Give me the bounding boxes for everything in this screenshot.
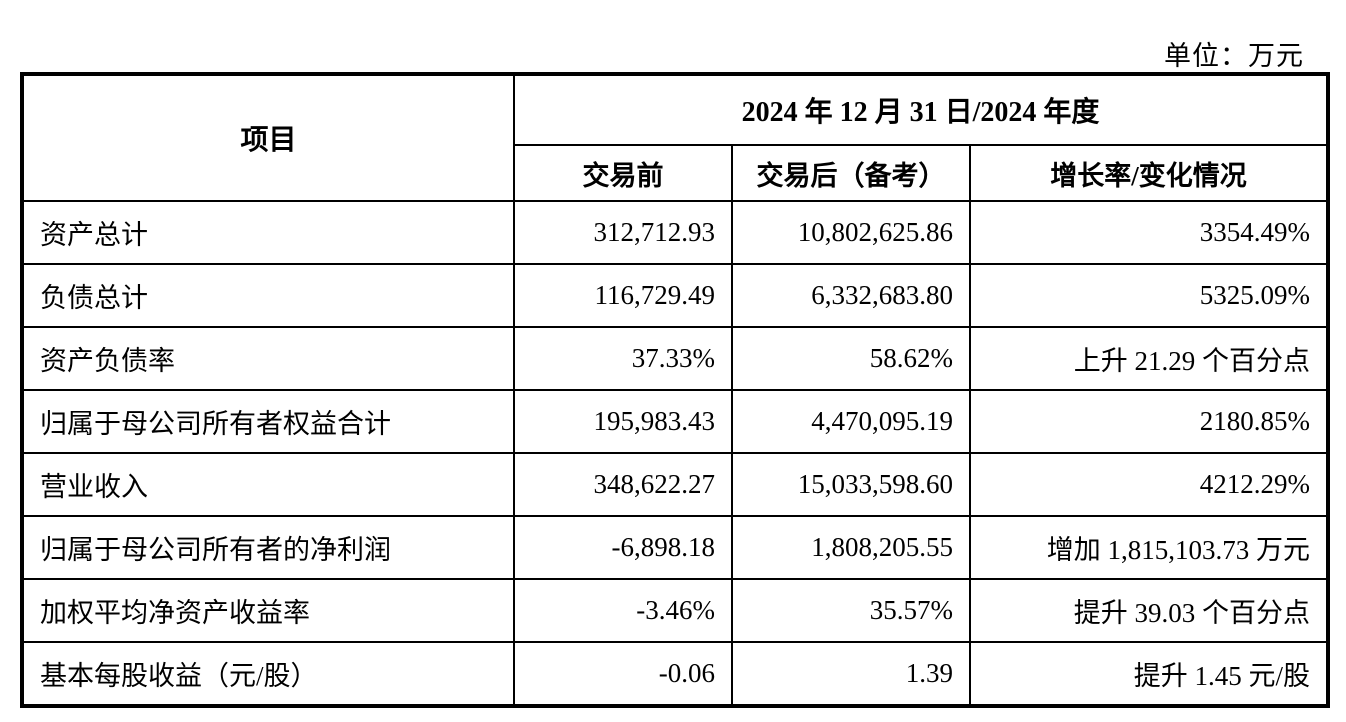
financial-comparison-table: 项目 2024 年 12 月 31 日/2024 年度 交易前 交易后（备考） … bbox=[20, 72, 1330, 708]
item-name-cell: 营业收入 bbox=[21, 452, 515, 517]
after-value-cell: 35.57% bbox=[731, 578, 971, 643]
change-value-cell: 5325.09% bbox=[969, 263, 1329, 328]
table-row: 归属于母公司所有者权益合计 195,983.43 4,470,095.19 21… bbox=[21, 389, 1329, 454]
header-row-period: 项目 2024 年 12 月 31 日/2024 年度 bbox=[21, 73, 1329, 202]
item-name-cell: 负债总计 bbox=[21, 263, 515, 328]
table-row: 资产负债率 37.33% 58.62% 上升 21.29 个百分点 bbox=[21, 326, 1329, 391]
item-name-cell: 基本每股收益（元/股） bbox=[21, 641, 515, 707]
before-value-cell: 37.33% bbox=[513, 326, 733, 391]
table-header: 项目 2024 年 12 月 31 日/2024 年度 交易前 交易后（备考） … bbox=[21, 73, 1329, 202]
unit-label: 单位：万元 bbox=[1164, 41, 1304, 71]
column-header-period: 2024 年 12 月 31 日/2024 年度 bbox=[513, 73, 1329, 146]
table-row: 基本每股收益（元/股） -0.06 1.39 提升 1.45 元/股 bbox=[21, 641, 1329, 707]
change-value-cell: 增加 1,815,103.73 万元 bbox=[969, 515, 1329, 580]
change-value-cell: 3354.49% bbox=[969, 200, 1329, 265]
table-row: 资产总计 312,712.93 10,802,625.86 3354.49% bbox=[21, 200, 1329, 265]
before-value-cell: -3.46% bbox=[513, 578, 733, 643]
change-value-cell: 提升 1.45 元/股 bbox=[969, 641, 1329, 707]
before-value-cell: 312,712.93 bbox=[513, 200, 733, 265]
item-name-cell: 加权平均净资产收益率 bbox=[21, 578, 515, 643]
column-header-after: 交易后（备考） bbox=[731, 144, 971, 202]
change-value-cell: 4212.29% bbox=[969, 452, 1329, 517]
column-header-before: 交易前 bbox=[513, 144, 733, 202]
header-row-sub: 交易前 交易后（备考） 增长率/变化情况 bbox=[22, 144, 1329, 202]
item-name-cell: 归属于母公司所有者的净利润 bbox=[21, 515, 515, 580]
after-value-cell: 15,033,598.60 bbox=[731, 452, 971, 517]
before-value-cell: -0.06 bbox=[513, 641, 733, 707]
before-value-cell: 116,729.49 bbox=[513, 263, 733, 328]
after-value-cell: 6,332,683.80 bbox=[731, 263, 971, 328]
column-header-change: 增长率/变化情况 bbox=[969, 144, 1329, 202]
change-value-cell: 上升 21.29 个百分点 bbox=[969, 326, 1329, 391]
table-row: 营业收入 348,622.27 15,033,598.60 4212.29% bbox=[21, 452, 1329, 517]
after-value-cell: 1.39 bbox=[731, 641, 971, 707]
table-row: 加权平均净资产收益率 -3.46% 35.57% 提升 39.03 个百分点 bbox=[21, 578, 1329, 643]
before-value-cell: 195,983.43 bbox=[513, 389, 733, 454]
item-name-cell: 资产总计 bbox=[21, 200, 515, 265]
after-value-cell: 10,802,625.86 bbox=[731, 200, 971, 265]
after-value-cell: 1,808,205.55 bbox=[731, 515, 971, 580]
before-value-cell: 348,622.27 bbox=[513, 452, 733, 517]
column-header-item: 项目 bbox=[21, 73, 515, 202]
before-value-cell: -6,898.18 bbox=[513, 515, 733, 580]
table-row: 归属于母公司所有者的净利润 -6,898.18 1,808,205.55 增加 … bbox=[21, 515, 1329, 580]
item-name-cell: 归属于母公司所有者权益合计 bbox=[21, 389, 515, 454]
table-body: 资产总计 312,712.93 10,802,625.86 3354.49% 负… bbox=[21, 200, 1329, 707]
table-row: 负债总计 116,729.49 6,332,683.80 5325.09% bbox=[21, 263, 1329, 328]
change-value-cell: 2180.85% bbox=[969, 389, 1329, 454]
after-value-cell: 58.62% bbox=[731, 326, 971, 391]
change-value-cell: 提升 39.03 个百分点 bbox=[969, 578, 1329, 643]
item-name-cell: 资产负债率 bbox=[21, 326, 515, 391]
after-value-cell: 4,470,095.19 bbox=[731, 389, 971, 454]
